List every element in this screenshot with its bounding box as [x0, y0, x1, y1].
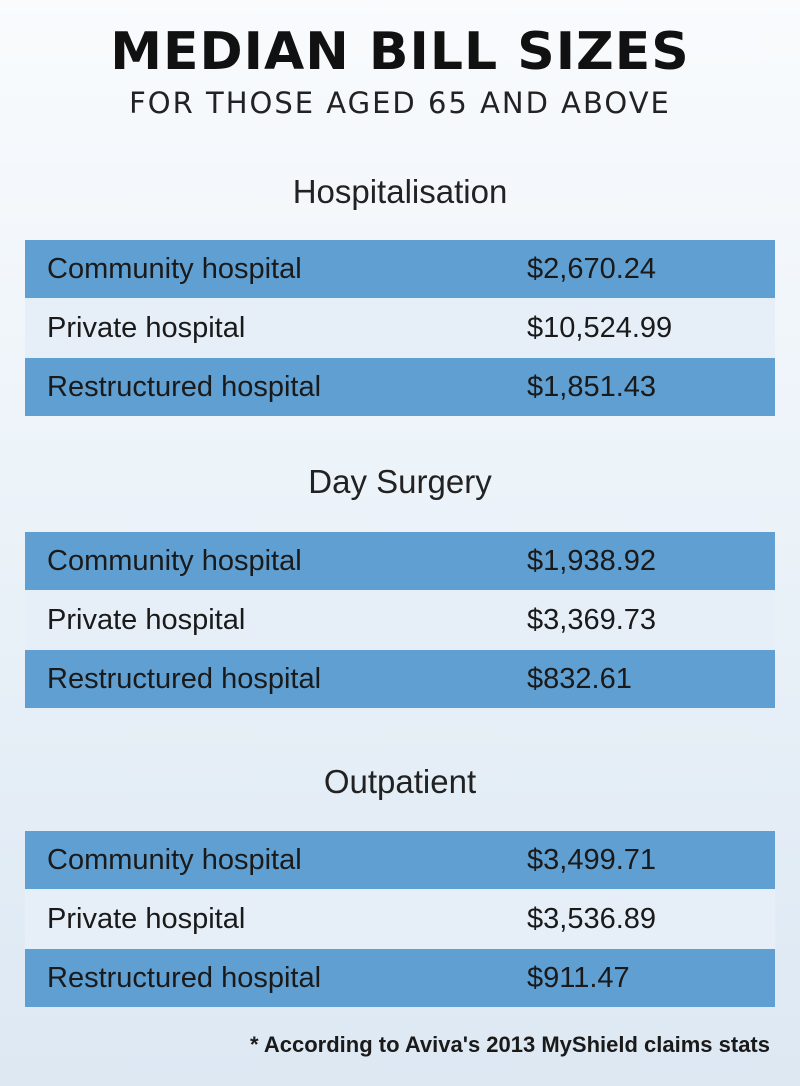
row-label: Private hospital — [47, 311, 246, 344]
table-row: Restructured hospital $911.47 — [25, 949, 775, 1007]
footnote: * According to Aviva's 2013 MyShield cla… — [250, 1032, 770, 1057]
row-label: Community hospital — [47, 544, 302, 577]
page-subtitle: FOR THOSE AGED 65 AND ABOVE — [129, 86, 671, 120]
row-value: $3,369.73 — [527, 603, 657, 636]
row-label: Private hospital — [47, 902, 246, 935]
table-row: Restructured hospital $1,851.43 — [25, 358, 775, 416]
table-hospitalisation: Community hospital $2,670.24 Private hos… — [25, 240, 775, 416]
row-label: Restructured hospital — [47, 961, 322, 994]
table-row: Private hospital $3,369.73 — [25, 590, 775, 650]
row-label: Community hospital — [47, 843, 302, 876]
section-title-day-surgery: Day Surgery — [308, 463, 492, 500]
section-title-hospitalisation: Hospitalisation — [292, 173, 508, 210]
row-value: $911.47 — [527, 961, 630, 994]
row-value: $3,536.89 — [527, 902, 657, 935]
row-value: $3,499.71 — [527, 843, 657, 876]
table-row: Community hospital $3,499.71 — [25, 831, 775, 889]
row-value: $832.61 — [527, 662, 632, 695]
row-label: Restructured hospital — [47, 370, 322, 403]
table-row: Private hospital $10,524.99 — [25, 298, 775, 358]
table-row: Private hospital $3,536.89 — [25, 889, 775, 949]
row-value: $10,524.99 — [527, 311, 673, 344]
row-label: Private hospital — [47, 603, 246, 636]
table-row: Restructured hospital $832.61 — [25, 650, 775, 708]
table-row: Community hospital $1,938.92 — [25, 532, 775, 590]
page-title: MEDIAN BILL SIZES — [110, 22, 690, 82]
row-label: Community hospital — [47, 252, 302, 285]
row-label: Restructured hospital — [47, 662, 322, 695]
section-title-outpatient: Outpatient — [323, 763, 477, 800]
table-row: Community hospital $2,670.24 — [25, 240, 775, 298]
row-value: $2,670.24 — [527, 252, 657, 285]
table-day-surgery: Community hospital $1,938.92 Private hos… — [25, 532, 775, 708]
row-value: $1,851.43 — [527, 370, 657, 403]
row-value: $1,938.92 — [527, 544, 657, 577]
table-outpatient: Community hospital $3,499.71 Private hos… — [25, 831, 775, 1007]
